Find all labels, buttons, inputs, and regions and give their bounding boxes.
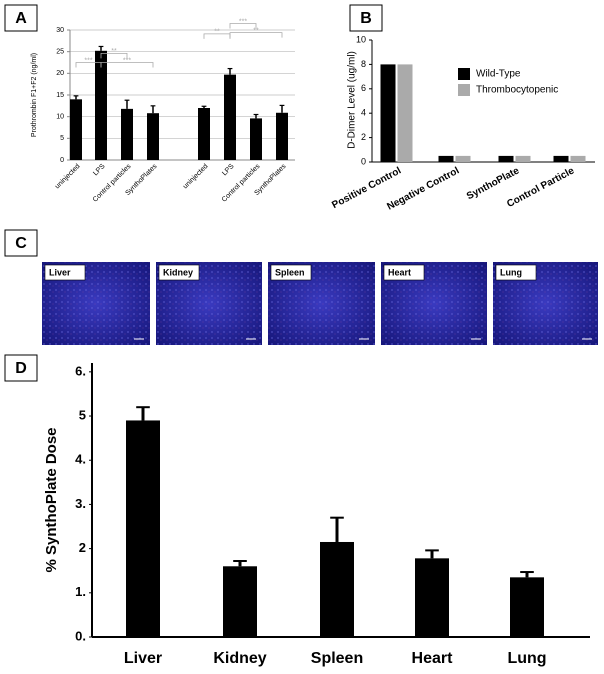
y-tick-label: 4. xyxy=(75,452,86,467)
bar xyxy=(276,112,288,160)
y-tick-label: 2 xyxy=(79,540,86,555)
y-axis-label: % SynthoPlate Dose xyxy=(43,427,60,572)
y-axis-label: Prothrombin F1+F2 (ng/ml) xyxy=(31,53,38,137)
significance-label: *** xyxy=(84,57,92,64)
image-label: Spleen xyxy=(275,267,305,277)
y-tick-label: 6 xyxy=(361,83,366,93)
y-axis-label: D-Dimer Level (ug/ml) xyxy=(347,51,358,149)
bar xyxy=(510,577,544,637)
significance-bracket xyxy=(229,32,283,38)
bar xyxy=(515,155,531,162)
bar xyxy=(415,558,449,637)
panel-label: A xyxy=(15,10,27,27)
bar xyxy=(320,541,354,637)
y-tick-label: 10 xyxy=(356,34,366,44)
y-tick-label: 1. xyxy=(75,584,86,599)
x-tick-label: LPS xyxy=(92,163,107,178)
legend-label: Wild-Type xyxy=(476,69,521,80)
significance-label: *** xyxy=(239,18,247,25)
image-label-box xyxy=(158,264,200,281)
y-tick-label: 5 xyxy=(79,407,86,422)
x-tick-label: Heart xyxy=(412,650,454,667)
y-tick-label: 15 xyxy=(56,92,64,99)
y-tick-label: 10 xyxy=(56,114,64,121)
bar xyxy=(380,64,396,162)
bar xyxy=(70,99,82,160)
image-label-box xyxy=(383,264,425,281)
bar xyxy=(121,108,133,160)
bar xyxy=(438,155,454,162)
bar xyxy=(95,50,107,160)
significance-label: ** xyxy=(111,48,117,55)
y-tick-label: 0 xyxy=(60,157,64,164)
x-tick-label: uninjected xyxy=(54,163,82,191)
image-label-box xyxy=(44,264,86,281)
bar xyxy=(553,155,569,162)
legend-swatch xyxy=(458,68,470,80)
y-tick-label: 8 xyxy=(361,59,366,69)
panel-label-box xyxy=(4,354,38,382)
significance-bracket xyxy=(100,53,128,59)
bar xyxy=(223,566,257,637)
significance-bracket xyxy=(100,62,154,68)
y-tick-label: 0. xyxy=(75,628,86,643)
y-tick-label: 0 xyxy=(361,156,366,166)
legend-swatch xyxy=(458,84,470,96)
panel-label-box xyxy=(4,229,38,257)
image-label: Liver xyxy=(49,267,71,277)
bar xyxy=(126,420,160,637)
bar xyxy=(224,74,236,160)
y-tick-label: 25 xyxy=(56,49,64,56)
significance-bracket xyxy=(229,23,257,29)
y-tick-label: 5 xyxy=(60,135,64,142)
panel-label-box xyxy=(4,4,38,32)
bar xyxy=(198,108,210,160)
significance-label: ** xyxy=(214,29,220,36)
panel-label: D xyxy=(15,360,27,377)
bar xyxy=(498,155,514,162)
image-label-box xyxy=(270,264,312,281)
y-tick-label: 2 xyxy=(361,132,366,142)
y-tick-label: 6. xyxy=(75,363,86,378)
x-tick-label: LPS xyxy=(221,163,236,178)
image-label-box xyxy=(495,264,537,281)
bar xyxy=(570,155,586,162)
x-tick-label: Lung xyxy=(507,650,546,667)
image-label: Heart xyxy=(388,267,411,277)
bar xyxy=(397,64,413,162)
significance-label: *** xyxy=(123,57,131,64)
y-tick-label: 4 xyxy=(361,108,366,118)
image-label: Lung xyxy=(500,267,522,277)
x-tick-label: Spleen xyxy=(311,650,363,667)
image-label: Kidney xyxy=(163,267,193,277)
x-tick-label: Kidney xyxy=(213,650,266,667)
bar xyxy=(250,118,262,160)
x-tick-label: uninjected xyxy=(182,163,210,191)
y-tick-label: 20 xyxy=(56,70,64,77)
panel-label: B xyxy=(360,10,372,27)
legend-label: Thrombocytopenic xyxy=(476,85,558,96)
bar xyxy=(455,155,471,162)
bar xyxy=(147,113,159,160)
significance-label: ** xyxy=(253,27,259,34)
y-tick-label: 3. xyxy=(75,496,86,511)
x-tick-label: Liver xyxy=(124,650,162,667)
panel-label-box xyxy=(349,4,383,32)
panel-label: C xyxy=(15,235,27,252)
y-tick-label: 30 xyxy=(56,27,64,34)
